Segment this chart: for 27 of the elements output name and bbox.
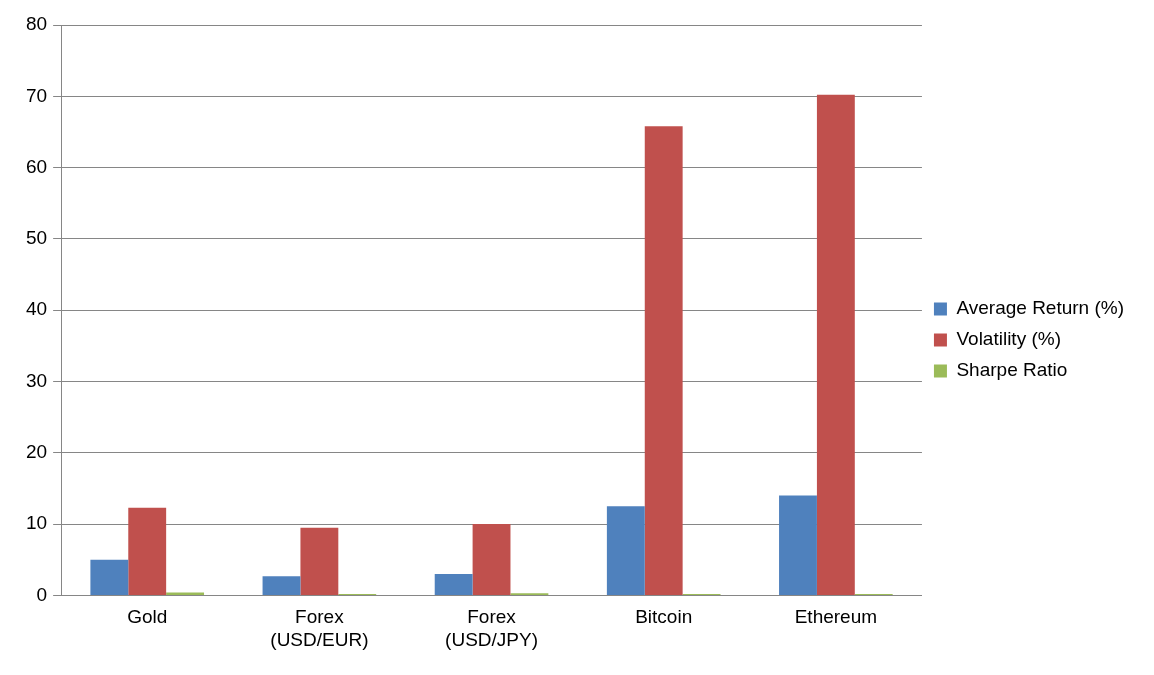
bar bbox=[779, 495, 817, 595]
bar bbox=[644, 126, 683, 595]
bar bbox=[90, 559, 129, 595]
bar bbox=[300, 527, 339, 595]
x-tick-label: Forex (USD/EUR) bbox=[270, 606, 369, 650]
x-tick-label: Forex (USD/JPY) bbox=[445, 606, 538, 650]
bar bbox=[262, 576, 301, 595]
y-tick-label: 10 bbox=[25, 512, 48, 534]
y-tick-label: 40 bbox=[25, 298, 48, 320]
x-tick-label: Bitcoin bbox=[635, 606, 693, 628]
x-tick-label: Ethereum bbox=[794, 606, 878, 628]
legend-label: Volatility (%) bbox=[956, 328, 1061, 350]
y-tick-label: 60 bbox=[25, 155, 48, 177]
y-tick-label: 50 bbox=[25, 227, 48, 249]
x-tick-label: Gold bbox=[127, 606, 168, 628]
y-tick-label: 80 bbox=[25, 13, 48, 35]
y-tick-label: 20 bbox=[25, 441, 48, 463]
y-tick-label: 30 bbox=[25, 369, 48, 391]
legend-label: Average Return (%) bbox=[956, 297, 1124, 319]
legend-label: Sharpe Ratio bbox=[956, 359, 1068, 381]
bar bbox=[472, 524, 511, 595]
bar bbox=[434, 574, 473, 595]
bar bbox=[606, 506, 645, 595]
y-tick-label: 0 bbox=[36, 583, 48, 605]
y-tick-label: 70 bbox=[25, 84, 48, 106]
bar bbox=[816, 94, 855, 595]
bar bbox=[128, 507, 167, 595]
